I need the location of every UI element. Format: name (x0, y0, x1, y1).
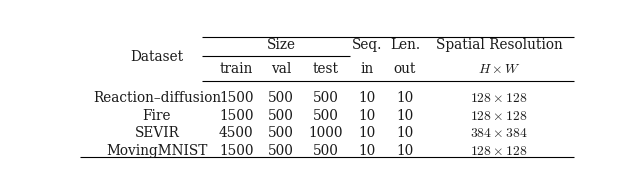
Text: MovingMNIST: MovingMNIST (106, 144, 207, 158)
Text: 10: 10 (396, 144, 413, 158)
Text: SEVIR: SEVIR (134, 126, 179, 140)
Text: in: in (360, 62, 373, 76)
Text: 10: 10 (396, 126, 413, 140)
Text: out: out (394, 62, 416, 76)
Text: 1500: 1500 (219, 91, 253, 105)
Text: 10: 10 (358, 109, 375, 123)
Text: 500: 500 (312, 144, 339, 158)
Text: Spatial Resolution: Spatial Resolution (436, 38, 563, 52)
Text: 10: 10 (396, 91, 413, 105)
Text: Dataset: Dataset (131, 50, 184, 64)
Text: 10: 10 (358, 126, 375, 140)
Text: 10: 10 (396, 109, 413, 123)
Text: $128 \times 128$: $128 \times 128$ (470, 109, 528, 123)
Text: Reaction–diffusion: Reaction–diffusion (93, 91, 221, 105)
Text: $H \times W$: $H \times W$ (477, 62, 520, 76)
Text: $384 \times 384$: $384 \times 384$ (470, 126, 528, 140)
Text: $128 \times 128$: $128 \times 128$ (470, 144, 528, 158)
Text: train: train (220, 62, 253, 76)
Text: Size: Size (266, 38, 296, 52)
Text: 1500: 1500 (219, 144, 253, 158)
Text: 500: 500 (268, 126, 294, 140)
Text: val: val (271, 62, 291, 76)
Text: Seq.: Seq. (351, 38, 382, 52)
Text: 500: 500 (312, 109, 339, 123)
Text: 10: 10 (358, 144, 375, 158)
Text: 1000: 1000 (308, 126, 343, 140)
Text: 10: 10 (358, 91, 375, 105)
Text: 500: 500 (268, 144, 294, 158)
Text: 500: 500 (268, 109, 294, 123)
Text: $128 \times 128$: $128 \times 128$ (470, 91, 528, 105)
Text: 1500: 1500 (219, 109, 253, 123)
Text: 500: 500 (268, 91, 294, 105)
Text: test: test (312, 62, 339, 76)
Text: Len.: Len. (390, 38, 420, 52)
Text: 4500: 4500 (219, 126, 253, 140)
Text: Fire: Fire (143, 109, 171, 123)
Text: 500: 500 (312, 91, 339, 105)
